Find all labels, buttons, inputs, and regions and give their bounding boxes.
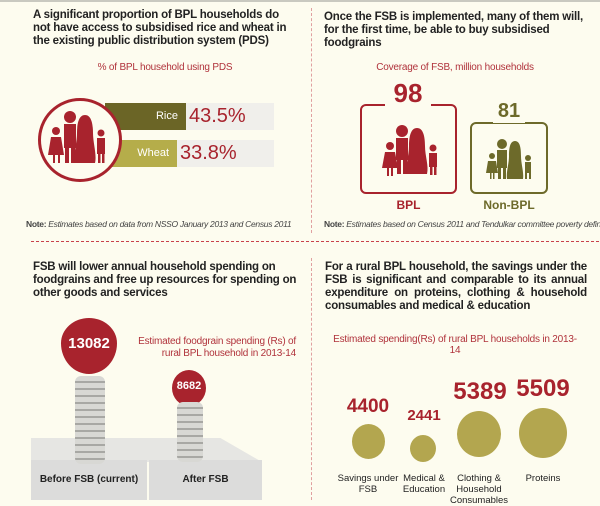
proteins-label: Proteins [525,473,561,484]
bpl-box [360,104,457,194]
panel1-subtitle: % of BPL household using PDS [97,62,233,73]
family-icon [38,98,122,182]
note-prefix: Note: [324,219,345,229]
medical-education-icon [410,435,436,462]
note-text: Estimates based on data from NSSO Januar… [48,219,292,229]
note-text: Estimates based on Census 2011 and Tendu… [346,219,600,229]
coin-stack-icon [177,402,203,462]
medical-label: Medical & Education [402,473,446,495]
wheat-value: 33.8% [177,140,274,167]
platform-top [31,438,262,462]
horizontal-divider [31,241,599,242]
coin-stack-icon [75,376,105,464]
proteins-value: 5509 [516,375,570,402]
medical-value: 2441 [407,407,441,424]
panel2-note: Note: Estimates based on Census 2011 and… [324,219,600,229]
clothing-label: Clothing & Household Consumables [449,473,509,506]
savings-value: 4400 [346,396,390,417]
non-bpl-box [470,122,548,194]
non-bpl-family-icon [486,139,531,179]
wheat-label: Wheat [137,147,169,159]
panel4-heading: For a rural BPL household, the savings u… [325,261,587,312]
non-bpl-label: Non-BPL [483,198,535,212]
before-fsb-value: 13082 [68,335,110,352]
before-fsb-label: Before FSB (current) [31,460,147,500]
after-fsb-label: After FSB [149,460,262,500]
bpl-family-icon [382,125,437,176]
food-plate-icon [519,408,567,458]
panel2-subtitle: Coverage of FSB, million households [376,62,534,73]
note-prefix: Note: [26,219,47,229]
piggy-bank-icon [352,424,385,459]
rice-value: 43.5% [186,103,274,130]
clothing-value: 5389 [453,378,507,405]
vertical-divider [311,8,312,233]
panel3-subtitle: Estimated foodgrain spending (Rs) of rur… [138,336,296,359]
panel3-heading: FSB will lower annual household spending… [33,261,297,299]
savings-label: Savings under FSB [337,473,399,495]
panel1-heading: A significant proportion of BPL househol… [33,9,287,47]
panel2-heading: Once the FSB is implemented, many of the… [324,11,583,49]
after-fsb-bubble [172,370,206,406]
rice-label: Rice [155,110,178,122]
bpl-label: BPL [396,198,421,212]
top-rule [0,0,600,2]
bpl-value: 98 [385,78,431,109]
clothes-basket-icon [457,411,501,457]
before-fsb-bubble [61,318,117,374]
panel1-note: Note: Estimates based on data from NSSO … [26,219,311,229]
non-bpl-value: 81 [493,100,525,123]
vertical-divider [311,258,312,500]
panel4-subtitle: Estimated spending(Rs) of rural BPL hous… [333,334,577,356]
after-fsb-value: 8682 [176,380,202,392]
